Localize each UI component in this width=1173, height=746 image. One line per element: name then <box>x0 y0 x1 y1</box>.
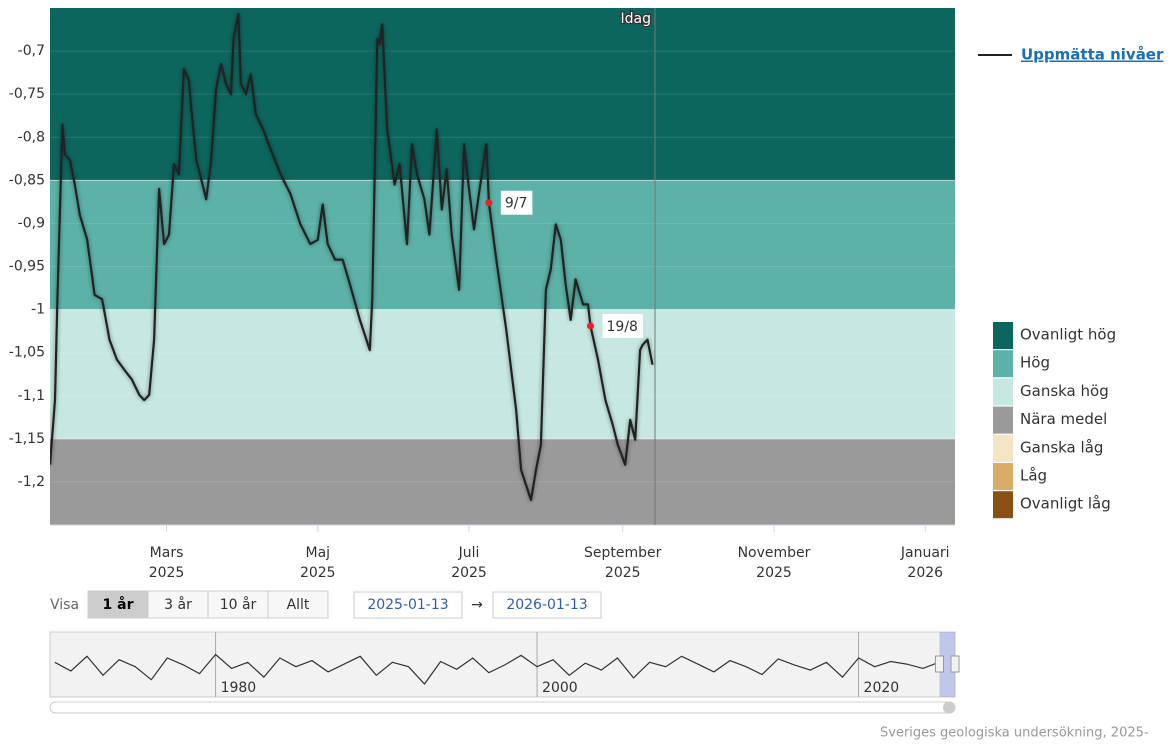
plot-area <box>50 8 955 525</box>
today-label: Idag <box>621 11 651 27</box>
scrollbar-track[interactable] <box>49 701 956 714</box>
legend-swatch <box>993 350 1013 378</box>
y-tick-label: -1,15 <box>9 431 45 447</box>
level-band <box>50 438 955 525</box>
legend-swatch <box>993 491 1013 519</box>
annotation-box <box>500 190 533 215</box>
range-button[interactable] <box>267 590 329 619</box>
annotation-point <box>485 199 493 207</box>
date-to[interactable]: 2026-01-13 <box>506 597 587 613</box>
navigator <box>49 631 956 698</box>
x-tick-label: Juli <box>458 545 480 561</box>
annotation-label: 9/7 <box>505 196 528 212</box>
scrollbar-thumb[interactable] <box>943 701 955 714</box>
x-tick-label: 2025 <box>451 565 487 581</box>
x-tick-label: September <box>584 545 662 561</box>
y-tick-label: -0,7 <box>18 43 45 59</box>
legend-label: Låg <box>1020 467 1047 485</box>
y-tick-label: -0,95 <box>9 259 45 275</box>
y-tick-label: -0,8 <box>18 129 45 145</box>
legend-swatch <box>993 463 1013 490</box>
legend-label: Ovanligt hög <box>1020 326 1116 344</box>
range-button-label[interactable]: Allt <box>287 597 310 613</box>
range-button[interactable] <box>207 590 269 619</box>
date-from[interactable]: 2025-01-13 <box>367 597 448 613</box>
level-band <box>50 8 955 181</box>
annotation-label: 19/8 <box>607 319 638 335</box>
legend-label: Ganska låg <box>1020 438 1103 456</box>
navigator-selection[interactable] <box>939 632 955 697</box>
y-tick-label: -1,2 <box>18 474 45 490</box>
annotation-point <box>587 322 595 330</box>
range-button-label[interactable]: 1 år <box>103 596 134 613</box>
legend-swatch <box>993 378 1013 406</box>
legend-swatch <box>993 434 1013 462</box>
legend-swatch <box>993 406 1013 434</box>
legend-label: Nära medel <box>1020 410 1107 428</box>
navigator-handle[interactable] <box>950 655 960 673</box>
date-input[interactable] <box>353 591 463 619</box>
level-band <box>50 309 955 439</box>
x-tick-label: 2025 <box>605 565 641 581</box>
legend-label[interactable]: Uppmätta nivåer <box>1021 46 1164 64</box>
y-tick-label: -0,75 <box>9 86 45 102</box>
y-tick-label: -1 <box>31 302 45 318</box>
legend-swatch <box>993 322 1013 349</box>
y-tick-label: -0,85 <box>9 172 45 188</box>
x-tick-label: Mars <box>150 545 184 561</box>
legend-label: Ovanligt låg <box>1020 495 1111 513</box>
range-label: Visa <box>50 597 79 613</box>
date-arrow: → <box>471 597 483 613</box>
navigator-tick-label: 2020 <box>864 680 900 696</box>
legend-label: Ganska hög <box>1020 382 1109 400</box>
x-tick-label: 2025 <box>756 565 792 581</box>
range-button[interactable] <box>87 590 149 619</box>
x-tick-label: 2025 <box>300 565 336 581</box>
x-tick-label: 2026 <box>907 565 943 581</box>
x-tick-label: Maj <box>305 545 330 561</box>
credit: Sveriges geologiska undersökning, 2025- <box>880 726 1149 741</box>
series-line <box>50 12 654 502</box>
y-tick-label: -1,05 <box>9 345 45 361</box>
navigator-tick-label: 1980 <box>221 680 257 696</box>
x-tick-label: Januari <box>900 545 950 561</box>
range-button-label[interactable]: 3 år <box>164 596 192 613</box>
date-input[interactable] <box>492 591 602 619</box>
x-tick-label: 2025 <box>149 565 185 581</box>
legend-label: Hög <box>1020 354 1050 372</box>
y-tick-label: -1,1 <box>18 388 45 404</box>
annotation-box <box>602 313 643 338</box>
x-tick-label: November <box>738 545 811 561</box>
y-tick-label: -0,9 <box>18 215 45 231</box>
range-button-label[interactable]: 10 år <box>220 596 257 613</box>
navigator-line <box>54 653 940 685</box>
navigator-handle[interactable] <box>934 655 944 673</box>
navigator-tick-label: 2000 <box>542 680 578 696</box>
